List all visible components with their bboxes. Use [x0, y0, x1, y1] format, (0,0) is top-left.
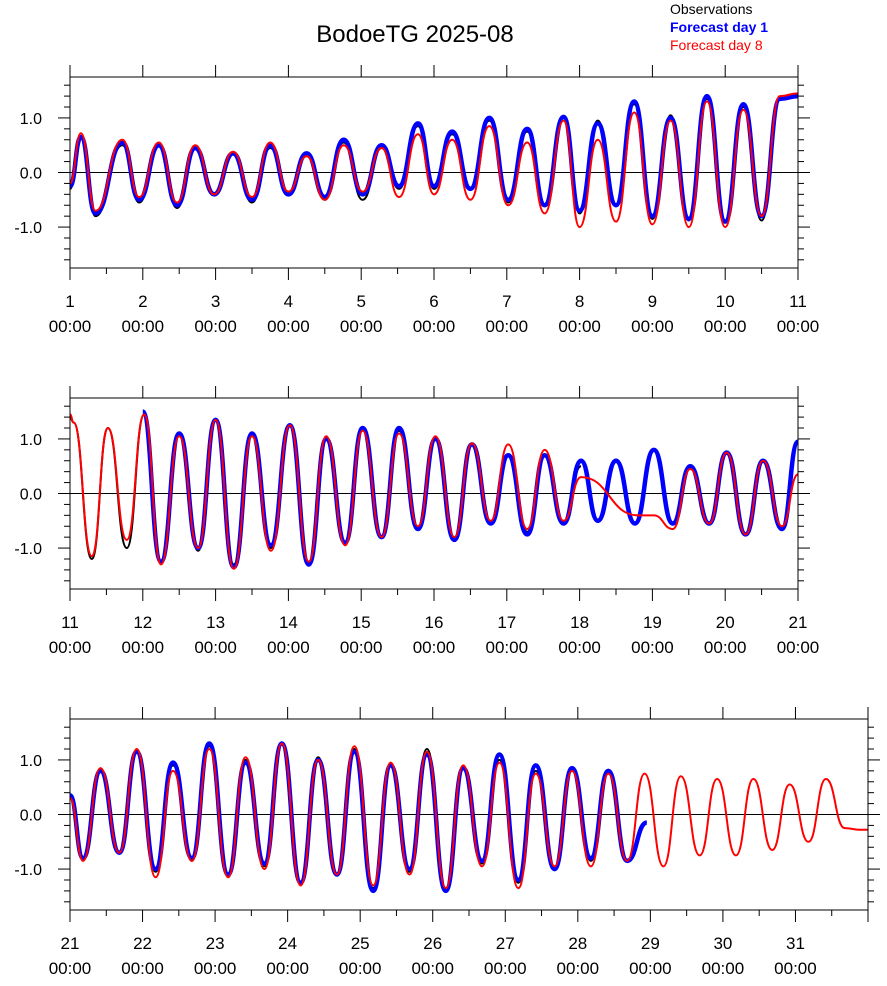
xtick-label-day: 30 — [713, 934, 732, 953]
xtick-label-time: 00:00 — [413, 638, 456, 657]
xtick-label-day: 21 — [61, 934, 80, 953]
panels: -1.0 0.0 1.0 1 00:00 2 00:00 3 00:00 4 00:00 5 00:00… — [14, 65, 880, 978]
xtick-label-time: 00:00 — [702, 959, 745, 978]
xtick-label-time: 00:00 — [774, 959, 817, 978]
xtick-label-time: 00:00 — [122, 638, 165, 657]
xtick-label-day: 17 — [497, 613, 516, 632]
xtick-label-day: 4 — [284, 292, 293, 311]
ytick-label: -1.0 — [14, 862, 42, 879]
series-line-forecast-day-8 — [70, 742, 868, 890]
xtick-label-time: 00:00 — [631, 317, 674, 336]
xtick-label-day: 28 — [568, 934, 587, 953]
xtick-label-time: 00:00 — [631, 638, 674, 657]
ytick-label: 1.0 — [20, 111, 42, 128]
legend-item-0: Observations — [670, 1, 752, 17]
xtick-label-day: 20 — [716, 613, 735, 632]
xtick-label-time: 00:00 — [486, 638, 529, 657]
xtick-label-time: 00:00 — [267, 638, 310, 657]
legend-item-2: Forecast day 8 — [670, 37, 763, 53]
xtick-label-time: 00:00 — [340, 638, 383, 657]
series-line-forecast-day-8 — [70, 92, 798, 229]
xtick-label-day: 3 — [211, 292, 220, 311]
xtick-label-time: 00:00 — [486, 317, 529, 336]
xtick-label-day: 23 — [206, 934, 225, 953]
panel-2: -1.0 0.0 1.0 11 00:00 12 00:00 13 00:00 14 00:00 15… — [14, 386, 819, 657]
xtick-label-day: 18 — [570, 613, 589, 632]
xtick-label-day: 9 — [648, 292, 657, 311]
xtick-label-time: 00:00 — [194, 638, 237, 657]
xtick-label-time: 00:00 — [49, 638, 92, 657]
xtick-label-time: 00:00 — [194, 959, 237, 978]
xtick-label-day: 27 — [496, 934, 515, 953]
xtick-label-time: 00:00 — [629, 959, 672, 978]
series-line-forecast-day-1 — [140, 409, 798, 570]
xtick-label-day: 10 — [716, 292, 735, 311]
panel-3: -1.0 0.0 1.0 21 00:00 22 00:00 23 00:00 24 00:00 25… — [14, 707, 880, 978]
xtick-label-day: 22 — [133, 934, 152, 953]
xtick-label-day: 11 — [61, 613, 79, 632]
xtick-label-time: 00:00 — [194, 317, 237, 336]
series-group — [70, 409, 798, 570]
ytick-label: 1.0 — [20, 753, 42, 770]
xtick-label-time: 00:00 — [484, 959, 527, 978]
xtick-label-day: 15 — [352, 613, 371, 632]
xtick-label-day: 14 — [279, 613, 298, 632]
xtick-label-time: 00:00 — [557, 959, 600, 978]
xtick-label-time: 00:00 — [267, 317, 310, 336]
series-group — [70, 92, 798, 229]
xtick-label-day: 11 — [789, 292, 807, 311]
xtick-label-time: 00:00 — [49, 959, 92, 978]
xtick-label-time: 00:00 — [340, 317, 383, 336]
chart-title: BodoeTG 2025-08 — [316, 21, 513, 48]
xtick-label-time: 00:00 — [339, 959, 382, 978]
xtick-label-time: 00:00 — [49, 317, 92, 336]
xtick-label-day: 6 — [429, 292, 438, 311]
xtick-label-time: 00:00 — [777, 638, 820, 657]
series-group — [70, 741, 868, 894]
ytick-label: 0.0 — [20, 166, 42, 183]
xtick-label-day: 16 — [425, 613, 444, 632]
panel-1: -1.0 0.0 1.0 1 00:00 2 00:00 3 00:00 4 00:00 5 00:00… — [14, 65, 819, 336]
ytick-label: 0.0 — [20, 487, 42, 504]
xtick-label-day: 1 — [65, 292, 74, 311]
ytick-label: -1.0 — [14, 220, 42, 237]
xtick-label-day: 2 — [138, 292, 147, 311]
xtick-label-time: 00:00 — [411, 959, 454, 978]
xtick-label-day: 12 — [133, 613, 152, 632]
xtick-label-day: 19 — [643, 613, 662, 632]
xtick-label-day: 25 — [351, 934, 370, 953]
xtick-label-time: 00:00 — [558, 638, 601, 657]
xtick-label-day: 8 — [575, 292, 584, 311]
xtick-label-time: 00:00 — [704, 638, 747, 657]
xtick-label-day: 13 — [206, 613, 225, 632]
xtick-label-day: 29 — [641, 934, 660, 953]
ytick-label: 1.0 — [20, 432, 42, 449]
series-line-forecast-day-1 — [70, 93, 798, 224]
xtick-label-day: 24 — [278, 934, 297, 953]
ytick-label: 0.0 — [20, 808, 42, 825]
xtick-label-time: 00:00 — [558, 317, 601, 336]
xtick-label-day: 21 — [789, 613, 808, 632]
series-line-forecast-day-1 — [70, 741, 648, 894]
xtick-label-time: 00:00 — [777, 317, 820, 336]
series-line-forecast-day-8 — [70, 413, 798, 570]
legend: Observations Forecast day 1 Forecast day 8 — [670, 1, 768, 53]
xtick-label-day: 26 — [423, 934, 442, 953]
xtick-label-time: 00:00 — [413, 317, 456, 336]
xtick-label-day: 31 — [786, 934, 805, 953]
xtick-label-time: 00:00 — [122, 317, 165, 336]
xtick-label-time: 00:00 — [266, 959, 309, 978]
legend-item-1: Forecast day 1 — [670, 19, 768, 35]
ytick-label: -1.0 — [14, 541, 42, 558]
xtick-label-day: 7 — [502, 292, 511, 311]
xtick-label-time: 00:00 — [704, 317, 747, 336]
xtick-label-time: 00:00 — [121, 959, 164, 978]
xtick-label-day: 5 — [356, 292, 365, 311]
